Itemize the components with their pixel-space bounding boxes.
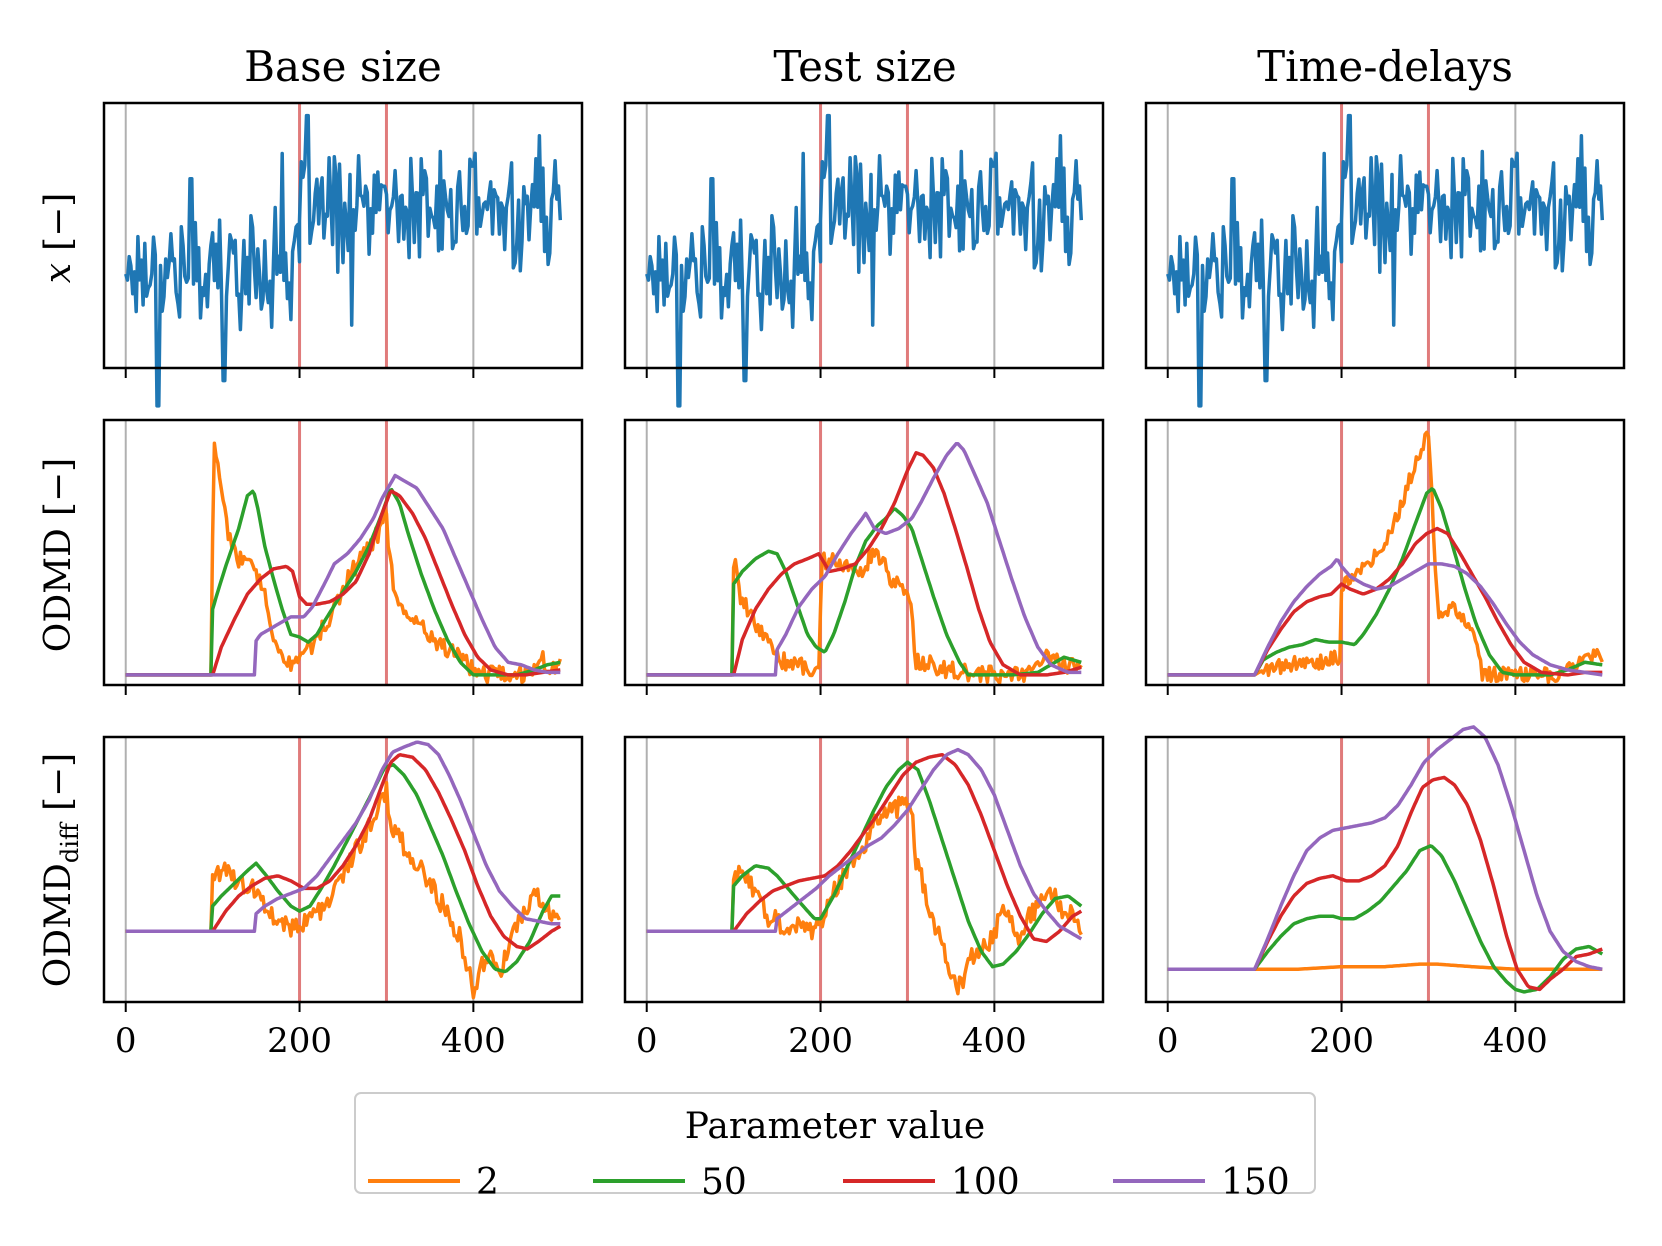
panel-frame [102, 735, 584, 1004]
x-tick-label-0: 0 [636, 1021, 658, 1061]
panel-frame [623, 735, 1105, 1004]
legend: Parameter value 2 50 100 150 [354, 1092, 1316, 1203]
legend-label-50: 50 [701, 1162, 747, 1203]
panel-r2-c3 [1144, 418, 1626, 695]
panel-r2-c2 [623, 418, 1105, 695]
panel-r1-c3 [1144, 101, 1626, 408]
panel-frame [102, 101, 584, 370]
series-line-150 [646, 441, 1082, 677]
row-label-odmd-diff-main: ODMD [38, 863, 79, 987]
series-line-100 [646, 451, 1082, 677]
legend-label-2: 2 [476, 1162, 499, 1203]
series-line-150 [125, 473, 561, 677]
series-line-150 [1167, 558, 1603, 677]
legend-entries: 2 50 100 150 [368, 1162, 1290, 1203]
row-label-x-main: x [38, 263, 79, 283]
x-tick-label-200: 200 [788, 1021, 853, 1061]
panel-frame [623, 418, 1105, 687]
legend-label-100: 100 [951, 1162, 1020, 1203]
panel-r3-c3: 0 200 400 [1144, 725, 1626, 1061]
series-line-2 [1167, 430, 1604, 685]
x-tick-label-0: 0 [115, 1021, 137, 1061]
series-line-2 [646, 795, 1083, 996]
panel-r3-c2: 0 200 400 [623, 735, 1105, 1061]
signal-line [1166, 113, 1605, 408]
legend-title: Parameter value [685, 1106, 985, 1147]
series-line-2 [125, 781, 562, 1000]
row-label-odmd-diff-sub: diff [56, 821, 84, 863]
panel-frame [1144, 418, 1626, 687]
legend-frame [354, 1092, 1316, 1194]
svg-text:ODMD[−]: ODMD [−] [38, 458, 79, 652]
x-tick-label-400: 400 [441, 1021, 506, 1061]
series-line-2 [646, 547, 1083, 685]
row-label-odmd-main: ODMD [38, 528, 79, 652]
x-tick-label-200: 200 [1309, 1021, 1374, 1061]
panel-r1-c2 [623, 101, 1105, 408]
signal-line [124, 113, 563, 408]
series-line-150 [646, 747, 1083, 941]
row-label-odmd-unit: [−] [38, 458, 79, 516]
panel-r1-c1 [102, 101, 584, 408]
column-title-base-size: Base size [244, 42, 442, 91]
series-line-100 [1167, 526, 1603, 677]
signal-line [645, 113, 1084, 408]
panel-r2-c1 [102, 418, 584, 695]
column-title-test-size: Test size [773, 42, 956, 91]
row-label-odmd-diff-unit: [−] [38, 753, 79, 811]
panel-frame [1144, 735, 1626, 1004]
svg-text:x[−]: x [−] [38, 193, 79, 284]
x-tick-label-400: 400 [1483, 1021, 1548, 1061]
row-label-x-unit: [−] [38, 193, 79, 251]
row-label-odmd-diff: ODMDdiff [−] [38, 753, 84, 987]
x-tick-label-200: 200 [267, 1021, 332, 1061]
series-line-100 [1167, 775, 1603, 992]
legend-label-150: 150 [1221, 1162, 1290, 1203]
row-label-odmd: ODMD [−] [38, 458, 79, 652]
panel-r3-c1: 0 200 400 [102, 735, 584, 1061]
series-line-150 [1167, 725, 1603, 971]
series-line-150 [125, 740, 561, 934]
panel-frame [623, 101, 1105, 370]
svg-text:ODMDdiff[−]: ODMDdiff [−] [38, 753, 84, 987]
x-tick-label-0: 0 [1157, 1021, 1179, 1061]
row-label-x: x [−] [38, 193, 79, 284]
x-tick-label-400: 400 [962, 1021, 1027, 1061]
panel-frame [102, 418, 584, 687]
panels-layer: 0 200 400 0 200 400 0 200 400 [102, 101, 1626, 1061]
column-title-time-delays: Time-delays [1257, 42, 1513, 91]
panel-frame [1144, 101, 1626, 370]
